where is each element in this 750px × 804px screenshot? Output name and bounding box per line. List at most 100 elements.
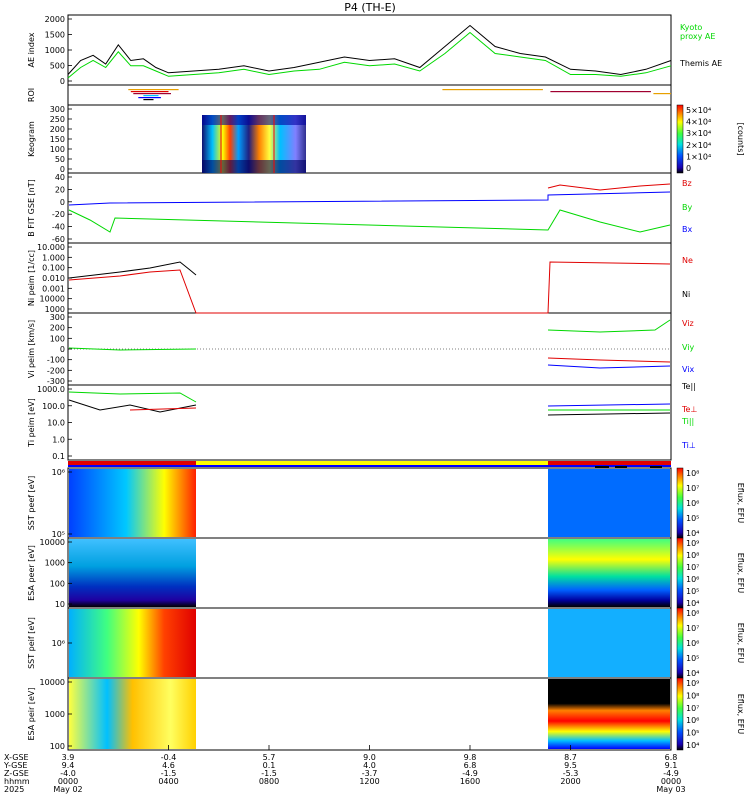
- keogram-cbtick-3: 2×10⁴: [686, 141, 711, 150]
- esa_i-cbtick-0: 10⁹: [686, 679, 699, 688]
- esa_i-cbtick-4: 10⁵: [686, 729, 699, 738]
- mode-bar: [68, 461, 671, 468]
- ae-ytick-4: 0: [60, 77, 65, 86]
- roi-bar-1: [130, 91, 169, 93]
- xaxis-tick-6-1: 9.1: [665, 761, 678, 770]
- density-panel-frame: [67, 242, 672, 314]
- ae-ytick-0: 2000: [45, 15, 65, 24]
- xaxis-tick-3-2: -3.7: [362, 769, 378, 778]
- xaxis-rowlabel-2: Z-GSE: [4, 769, 29, 778]
- bfield-ylabel: B FIT GSE [nT]: [27, 179, 36, 237]
- xaxis-tick-5-2: -5.3: [563, 769, 579, 778]
- keogram-colorbar: [676, 104, 684, 174]
- esa_e-cbtick-3: 10⁶: [686, 575, 699, 584]
- temperature-right-black: [547, 412, 671, 416]
- ae-legend-1: proxy AE: [680, 32, 715, 41]
- density-ni-trace: [68, 261, 197, 279]
- esa-i-spectrogram: [69, 679, 670, 749]
- temperature-ylabel: Ti peim [eV]: [27, 398, 36, 448]
- temperature-ti-trace: [68, 391, 197, 403]
- esa_e-cbtick-4: 10⁵: [686, 587, 699, 596]
- bfield-ytick-5: -60: [52, 235, 65, 244]
- esa_i-cbtick-2: 10⁷: [686, 704, 699, 713]
- xaxis-rowlabel-1: Y-GSE: [3, 761, 27, 770]
- bfield-ytick-0: 40: [55, 173, 65, 182]
- density-legend-0: Ne: [682, 256, 693, 265]
- sst_e-cbtick-0: 10⁸: [686, 469, 699, 478]
- sst_i-cbtick-1: 10⁷: [686, 624, 699, 633]
- esa_i-cbtick-5: 10⁴: [686, 741, 699, 750]
- temperature-ytick-0: 1000.0: [37, 385, 65, 394]
- bfield-legend-0: Bz: [682, 179, 692, 188]
- roi-bar-8: [653, 93, 671, 95]
- roi-bars: [128, 89, 671, 101]
- esa_i-ylabel: ESA peir [eV]: [27, 688, 36, 741]
- xaxis-tick-6-2: -4.9: [663, 769, 679, 778]
- keogram-ylabel: Keogram: [27, 121, 36, 157]
- keogram-panel-frame: [67, 104, 672, 174]
- temperature-ytick-2: 10.0: [47, 419, 65, 428]
- ae-ytick-3: 500: [50, 62, 65, 71]
- esa-i-colorbar: [676, 677, 684, 751]
- bfield-bz-trace: [547, 183, 671, 191]
- roi-bar-4: [138, 97, 161, 99]
- bfield-bx-trace: [68, 191, 671, 206]
- temperature-right-blue: [547, 403, 671, 407]
- sst_i-cbtick-3: 10⁵: [686, 654, 699, 663]
- sst_i-ytick-0: 10⁶: [52, 639, 65, 648]
- velocity-ytick-2: 100: [50, 334, 65, 343]
- sst_e-cbtick-4: 10⁴: [686, 529, 699, 538]
- plot-title: P4 (TH-E): [344, 1, 396, 14]
- density-ytick-3: 0.010: [42, 274, 65, 283]
- velocity-ytick-4: -100: [47, 356, 65, 365]
- esa-e-colorbar: [676, 537, 684, 609]
- xaxis-tick-5-1: 9.5: [564, 761, 577, 770]
- roi-bar-0: [128, 89, 179, 91]
- esa-e-spectrogram: [69, 539, 670, 607]
- sst_e-cblabel: Eflux, EFU: [736, 483, 745, 524]
- temperature-ytick-3: 1.0: [52, 435, 65, 444]
- ae-ytick-1: 1500: [45, 31, 65, 40]
- bfield-by-trace: [68, 209, 671, 233]
- xaxis-tick-0-1: 9.4: [62, 761, 75, 770]
- xaxis-tick-3-0: 9.0: [363, 753, 376, 762]
- bfield-legend-2: Bx: [682, 225, 692, 234]
- bfield-legend-1: By: [682, 203, 692, 212]
- temperature-legend-0: Te||: [681, 382, 696, 391]
- xaxis-tick-2-2: -1.5: [261, 769, 277, 778]
- xaxis-tick-1-2: -1.5: [161, 769, 177, 778]
- bfield-panel-frame: [67, 172, 672, 244]
- xaxis-tick-2-1: 0.1: [263, 761, 276, 770]
- temperature-te-red-trace: [129, 407, 197, 411]
- ae-line-0: [67, 31, 672, 79]
- keogram-image: [202, 115, 306, 173]
- sst_i-cbtick-0: 10⁸: [686, 609, 699, 618]
- sst_e-ytick-0: 10⁶: [52, 468, 65, 477]
- density-ytick-5: 10000: [40, 295, 65, 304]
- keogram-ytick-1: 250: [50, 115, 65, 124]
- velocity-legend-1: Viy: [682, 343, 695, 352]
- xaxis-tick-3-3: 1200: [359, 777, 379, 786]
- xaxis-tick-6-0: 6.8: [665, 753, 678, 762]
- sst-i-colorbar: [676, 607, 684, 679]
- esa_e-cbtick-5: 10⁴: [686, 599, 699, 608]
- sst_i-cbtick-4: 10⁴: [686, 669, 699, 678]
- esa_e-ylabel: ESA peer [eV]: [27, 545, 36, 601]
- density-legend-1: Ni: [682, 290, 690, 299]
- velocity-ytick-5: -200: [47, 366, 65, 375]
- temperature-te-trace: [68, 399, 197, 413]
- xaxis-tick-3-1: 4.0: [363, 761, 376, 770]
- panel-traces: [68, 183, 671, 416]
- ae-ytick-2: 1000: [45, 46, 65, 55]
- velocity-vix-blue-trace: [547, 364, 671, 369]
- xaxis-tick-1-3: 0400: [158, 777, 178, 786]
- esa_i-ytick-2: 100: [50, 742, 65, 751]
- xaxis-tick-2-0: 5.7: [263, 753, 276, 762]
- esa_e-ytick-0: 10000: [40, 538, 65, 547]
- sst-e-spectrogram: [69, 469, 670, 537]
- esa_e-ytick-1: 1000: [45, 559, 65, 568]
- esa_i-cblabel: Eflux, EFU: [736, 694, 745, 735]
- density-ytick-2: 0.100: [42, 264, 65, 273]
- xaxis-tick-0-4: May 02: [53, 785, 82, 794]
- velocity-ytick-6: -300: [47, 377, 65, 386]
